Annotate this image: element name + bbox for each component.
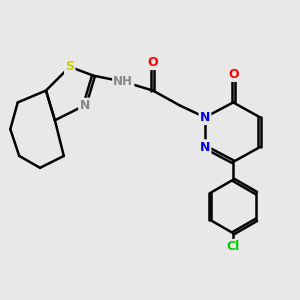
Text: Cl: Cl: [226, 240, 240, 253]
Text: N: N: [200, 140, 210, 154]
Text: O: O: [228, 68, 238, 81]
Text: NH: NH: [113, 75, 133, 88]
Text: N: N: [200, 111, 210, 124]
Text: N: N: [80, 99, 90, 112]
Text: S: S: [65, 60, 74, 73]
Text: O: O: [148, 56, 158, 69]
